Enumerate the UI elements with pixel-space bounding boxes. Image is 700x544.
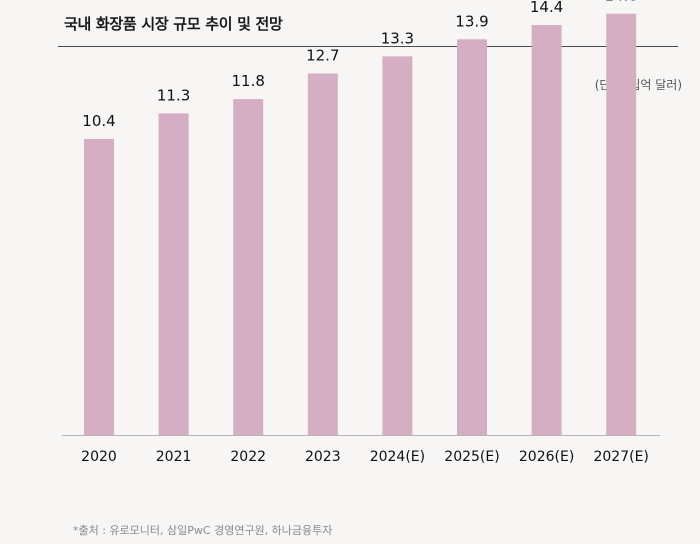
x-tick-label-2020: 2020	[81, 449, 117, 465]
bar-2026(E)	[531, 25, 562, 436]
chart-title: 국내 화장품 시장 규모 추이 및 전망	[64, 15, 283, 33]
bar-2023	[307, 73, 338, 436]
bar-2021	[158, 113, 189, 436]
title-divider	[58, 46, 678, 47]
data-label-2023: 12.7	[306, 46, 339, 64]
data-label-2024(E): 13.3	[381, 29, 414, 47]
x-tick-label-2024(E): 2024(E)	[370, 449, 425, 465]
x-tick-label-2025(E): 2025(E)	[444, 449, 499, 465]
x-tick-label-2027(E): 2027(E)	[593, 449, 648, 465]
bar-2025(E)	[457, 39, 487, 436]
x-tick-label-2023: 2023	[305, 449, 341, 465]
bar-2022	[233, 99, 264, 436]
x-tick-label-2022: 2022	[230, 449, 266, 465]
source-note: *출처 : 유로모니터, 삼일PwC 경영연구원, 하나금융투자	[73, 524, 333, 537]
data-label-2021: 11.3	[157, 86, 190, 104]
bar-2027(E)	[606, 13, 637, 436]
data-label-2025(E): 13.9	[455, 12, 488, 30]
data-label-2026(E): 14.4	[530, 0, 563, 16]
bar-2020	[84, 138, 114, 436]
data-label-2022: 11.8	[231, 72, 264, 90]
data-label-2027(E): 14.8	[604, 0, 637, 5]
bar-2024(E)	[382, 56, 413, 435]
x-tick-label-2026(E): 2026(E)	[519, 449, 574, 465]
data-label-2020: 10.4	[82, 112, 115, 130]
x-tick-label-2021: 2021	[156, 449, 192, 465]
